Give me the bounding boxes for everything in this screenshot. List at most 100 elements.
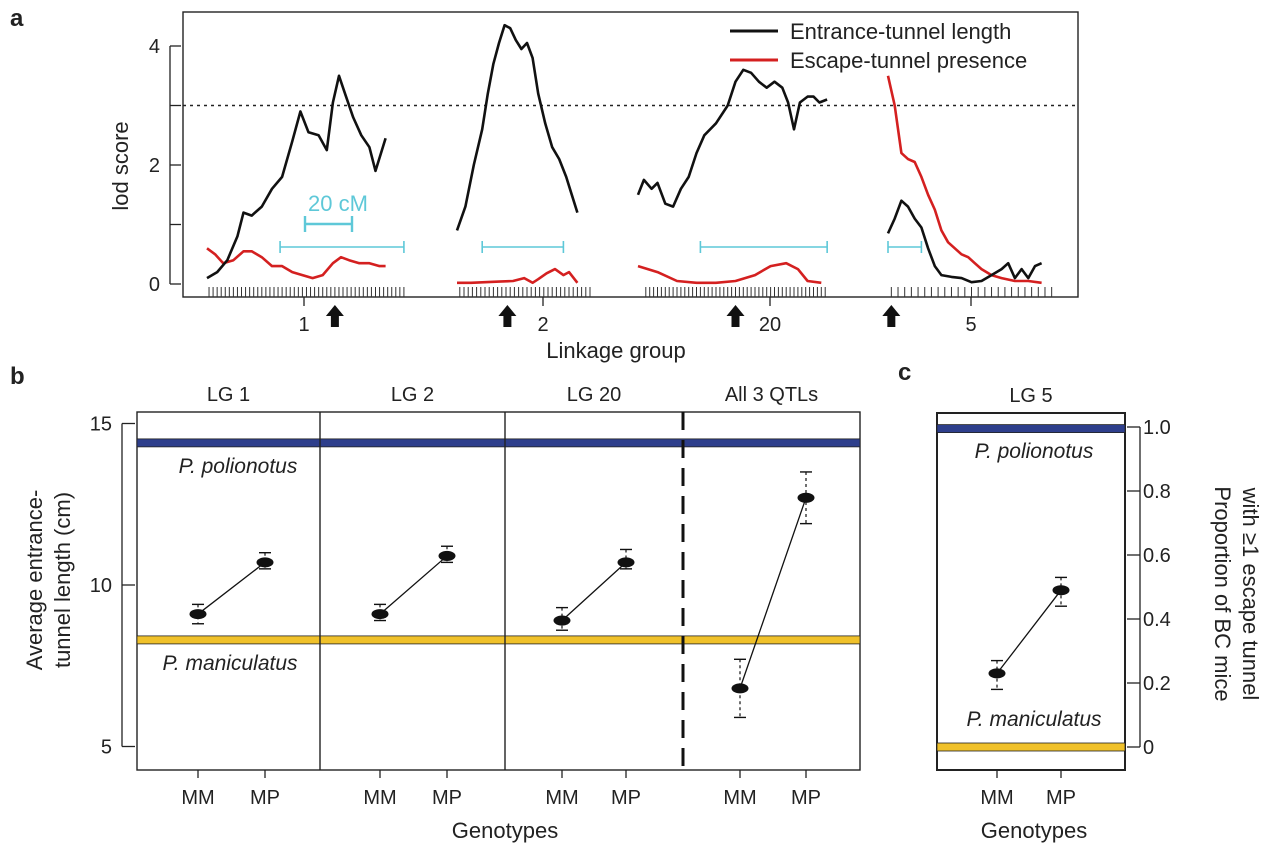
y-tick-label: 0.4: [1143, 609, 1171, 631]
panel-b: b Average entrance- tunnel length (cm) G…: [10, 363, 861, 843]
facet-all-3-qtls: All 3 QTLs MM MP: [681, 384, 821, 809]
qtl-peak-arrow-icon: [882, 305, 901, 327]
escape-tunnel-curve: [206, 247, 386, 280]
escape-tunnel-curve: [637, 261, 822, 285]
panel-c-plot-area: P. polionotus P. maniculatus 0 0.2 0.4 0.6 0.8…: [936, 385, 1171, 809]
x-tick-label: MP: [1046, 787, 1076, 809]
y-tick-label: 1.0: [1143, 417, 1171, 439]
panel-a-legend: Entrance-tunnel length Escape-tunnel pre…: [730, 19, 1027, 73]
polionotus-band: [136, 438, 861, 448]
linkage-group-5: 5: [882, 75, 1053, 336]
panel-b-ylabel-line1: Average entrance-: [22, 490, 47, 671]
linkage-group-2: 2: [455, 23, 591, 336]
facet-lg-2: LG 2 MM MP: [319, 384, 462, 809]
mean-point: [189, 609, 207, 620]
qtl-peak-arrow-icon: [726, 305, 745, 327]
mean-point: [731, 683, 749, 694]
panel-a-xlabel: Linkage group: [546, 338, 685, 363]
x-tick-label: MP: [250, 787, 280, 809]
panel-a-letter: a: [10, 5, 24, 32]
panel-a-y-axis: 0 2 4: [149, 36, 181, 296]
mean-point: [371, 609, 389, 620]
legend-entrance-label: Entrance-tunnel length: [790, 19, 1011, 44]
facet-lg-20: LG 20 MM MP: [504, 384, 641, 809]
y-tick-label: 0: [149, 274, 160, 296]
maniculatus-label: P. maniculatus: [966, 708, 1102, 731]
y-tick-label: 5: [101, 737, 112, 759]
x-tick-label: MM: [723, 787, 756, 809]
linkage-group-label: 5: [965, 314, 976, 336]
entrance-tunnel-curve: [455, 23, 579, 231]
linkage-group-label: 2: [537, 314, 548, 336]
panel-b-xlabel: Genotypes: [452, 818, 558, 843]
panel-c-xlabel: Genotypes: [981, 818, 1087, 843]
y-tick-label: 0: [1143, 737, 1154, 759]
x-tick-label: MM: [181, 787, 214, 809]
entrance-tunnel-curve: [636, 68, 828, 208]
linkage-group-label: 1: [298, 314, 309, 336]
linkage-group-1: 1: [206, 74, 405, 336]
mean-point: [617, 557, 635, 568]
linkage-group-label: 20: [759, 314, 781, 336]
entrance-tunnel-curve: [206, 74, 387, 280]
mean-point: [256, 557, 274, 568]
escape-tunnel-curve: [886, 75, 1042, 285]
panel-c-ylabel-line2: with ≥1 escape tunnel: [1238, 487, 1263, 701]
x-tick-label: MP: [611, 787, 641, 809]
polionotus-band: [936, 424, 1126, 434]
polionotus-label: P. polionotus: [975, 440, 1094, 463]
facet-lg-1: LG 1 MM MP: [181, 384, 280, 809]
x-tick-label: MM: [363, 787, 396, 809]
x-tick-label: MM: [545, 787, 578, 809]
mean-point: [988, 668, 1006, 679]
y-tick-label: 10: [90, 575, 112, 597]
genotype-connector: [197, 561, 266, 615]
facet-title: LG 20: [567, 384, 621, 406]
escape-tunnel-curve: [457, 267, 579, 285]
panel-c-frame: [936, 412, 1126, 771]
y-tick-label: 15: [90, 414, 112, 436]
y-tick-label: 0.8: [1143, 481, 1171, 503]
panel-a-ylabel: lod score: [108, 121, 133, 210]
maniculatus-label: P. maniculatus: [162, 652, 298, 675]
panel-b-plot-area: P. polionotus P. maniculatus 5 10 15 LG 1 MM MP…: [90, 384, 861, 809]
y-tick-label: 0.6: [1143, 545, 1171, 567]
facet-title: LG 2: [391, 384, 434, 406]
genotype-connector: [739, 497, 807, 689]
scale-bar-label: 20 cM: [308, 191, 368, 216]
panel-c-letter: c: [898, 359, 911, 386]
y-tick-label: 0.2: [1143, 673, 1171, 695]
panel-b-ylabel-line2: tunnel length (cm): [50, 492, 75, 668]
polionotus-label: P. polionotus: [179, 455, 298, 478]
legend-escape-label: Escape-tunnel presence: [790, 48, 1027, 73]
mean-point: [438, 550, 456, 561]
x-tick-label: MP: [791, 787, 821, 809]
panel-a-plot-area: 1 2 20 5 20 cM: [183, 23, 1078, 336]
panel-c: c Proportion of BC mice with ≥1 escape t…: [898, 359, 1263, 843]
facet-lg-5: LG 5 MM MP: [980, 385, 1076, 809]
qtl-peak-arrow-icon: [325, 305, 344, 327]
panel-b-frame: [136, 411, 861, 771]
panel-a-frame: [182, 11, 1079, 298]
entrance-tunnel-curve: [886, 199, 1043, 284]
facet-title: LG 5: [1009, 385, 1052, 407]
y-tick-label: 4: [149, 36, 160, 58]
genotype-connector: [379, 555, 448, 615]
maniculatus-band: [936, 742, 1126, 752]
x-tick-label: MP: [432, 787, 462, 809]
y-tick-label: 2: [149, 155, 160, 177]
x-tick-label: MM: [980, 787, 1013, 809]
panel-c-ylabel-line1: Proportion of BC mice: [1210, 486, 1235, 701]
linkage-group-20: 20: [636, 68, 828, 336]
maniculatus-band: [136, 635, 861, 645]
mean-point: [553, 615, 571, 626]
qtl-peak-arrow-icon: [498, 305, 517, 327]
genotype-connector: [561, 561, 627, 622]
panel-a: a lod score Linkage group 024 1 2 20 520 cM…: [10, 5, 1079, 363]
genotype-connector: [996, 589, 1062, 674]
mean-point: [1052, 585, 1070, 596]
mean-point: [797, 492, 815, 503]
facet-title: LG 1: [207, 384, 250, 406]
scale-bar: 20 cM: [303, 191, 368, 232]
